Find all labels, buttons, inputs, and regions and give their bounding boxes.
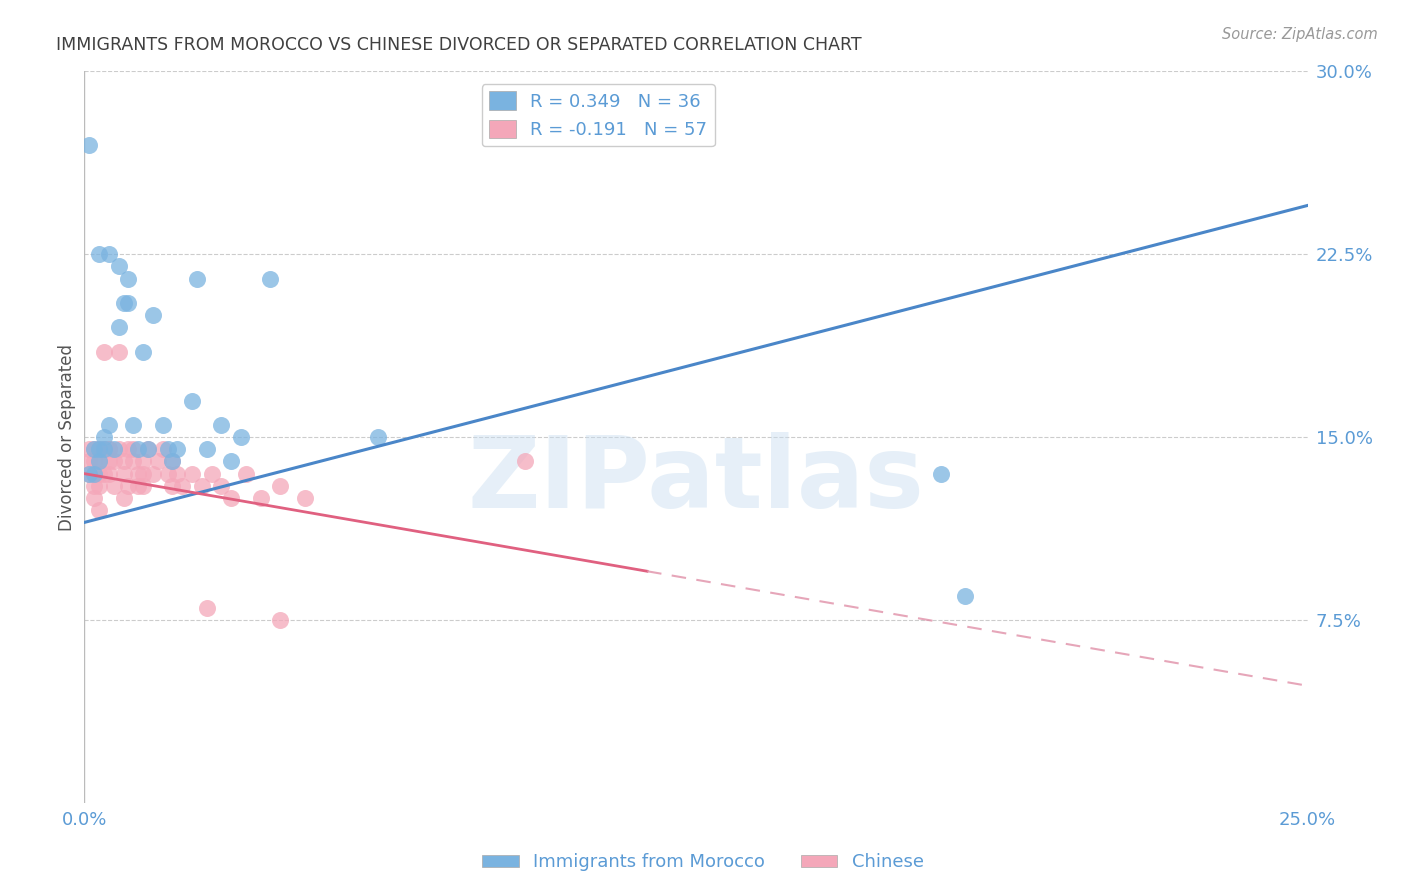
Point <box>93 430 115 444</box>
Point <box>172 479 194 493</box>
Point <box>97 467 120 481</box>
Point <box>87 442 110 457</box>
Point <box>83 479 105 493</box>
Point <box>162 479 184 493</box>
Point <box>132 344 155 359</box>
Point <box>112 467 135 481</box>
Point <box>127 442 149 457</box>
Point <box>93 442 115 457</box>
Point <box>929 467 952 481</box>
Legend: R = 0.349   N = 36, R = -0.191   N = 57: R = 0.349 N = 36, R = -0.191 N = 57 <box>482 84 714 146</box>
Point <box>122 417 145 432</box>
Point <box>162 454 184 468</box>
Point <box>152 442 174 457</box>
Point <box>195 442 218 457</box>
Point <box>259 271 281 285</box>
Point <box>367 430 389 444</box>
Point <box>269 479 291 493</box>
Text: ZIPatlas: ZIPatlas <box>468 433 924 530</box>
Point <box>83 491 105 505</box>
Point <box>97 417 120 432</box>
Point <box>103 442 125 457</box>
Point <box>87 479 110 493</box>
Point <box>136 442 159 457</box>
Point <box>152 417 174 432</box>
Point <box>93 344 115 359</box>
Point <box>97 442 120 457</box>
Point <box>122 454 145 468</box>
Point <box>83 467 105 481</box>
Point <box>235 467 257 481</box>
Point <box>117 271 139 285</box>
Point <box>83 467 105 481</box>
Point <box>77 467 100 481</box>
Point <box>97 454 120 468</box>
Point <box>117 479 139 493</box>
Point <box>162 454 184 468</box>
Point <box>107 260 129 274</box>
Point <box>219 454 242 468</box>
Point <box>156 442 179 457</box>
Point <box>87 247 110 261</box>
Point <box>87 467 110 481</box>
Point <box>156 467 179 481</box>
Legend: Immigrants from Morocco, Chinese: Immigrants from Morocco, Chinese <box>475 847 931 879</box>
Point <box>112 296 135 310</box>
Point <box>191 479 214 493</box>
Point <box>186 271 208 285</box>
Point <box>117 296 139 310</box>
Point <box>200 467 222 481</box>
Point <box>93 467 115 481</box>
Point <box>112 454 135 468</box>
Point <box>107 442 129 457</box>
Point <box>132 454 155 468</box>
Point <box>83 442 105 457</box>
Point <box>953 589 976 603</box>
Point <box>195 600 218 615</box>
Point <box>127 479 149 493</box>
Point <box>127 467 149 481</box>
Point <box>209 479 232 493</box>
Point <box>122 442 145 457</box>
Point <box>112 491 135 505</box>
Point <box>87 442 110 457</box>
Point <box>132 479 155 493</box>
Point <box>107 344 129 359</box>
Point <box>97 247 120 261</box>
Point <box>77 442 100 457</box>
Point <box>181 467 204 481</box>
Point <box>103 479 125 493</box>
Point <box>513 454 536 468</box>
Point <box>77 467 100 481</box>
Point <box>136 442 159 457</box>
Point <box>181 393 204 408</box>
Point <box>146 454 169 468</box>
Point <box>83 442 105 457</box>
Point <box>87 503 110 517</box>
Point <box>132 467 155 481</box>
Point <box>142 467 165 481</box>
Point <box>77 137 100 152</box>
Y-axis label: Divorced or Separated: Divorced or Separated <box>58 343 76 531</box>
Text: IMMIGRANTS FROM MOROCCO VS CHINESE DIVORCED OR SEPARATED CORRELATION CHART: IMMIGRANTS FROM MOROCCO VS CHINESE DIVOR… <box>56 36 862 54</box>
Point <box>77 454 100 468</box>
Point <box>83 454 105 468</box>
Point <box>93 442 115 457</box>
Point <box>87 454 110 468</box>
Point <box>166 442 188 457</box>
Point <box>117 442 139 457</box>
Point <box>142 308 165 322</box>
Point <box>107 320 129 334</box>
Point <box>229 430 252 444</box>
Text: Source: ZipAtlas.com: Source: ZipAtlas.com <box>1222 27 1378 42</box>
Point <box>219 491 242 505</box>
Point <box>249 491 271 505</box>
Point <box>97 442 120 457</box>
Point <box>294 491 316 505</box>
Point <box>269 613 291 627</box>
Point <box>209 417 232 432</box>
Point <box>87 454 110 468</box>
Point <box>166 467 188 481</box>
Point <box>103 454 125 468</box>
